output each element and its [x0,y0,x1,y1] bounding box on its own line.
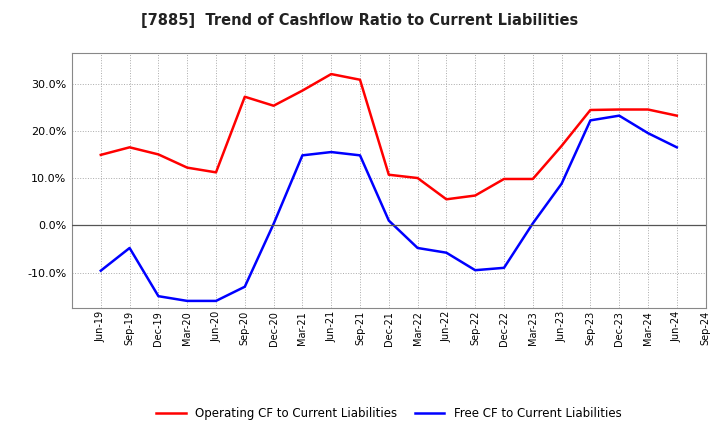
Operating CF to Current Liabilities [212,170,220,175]
Free CF to Current Liabilities [298,153,307,158]
Operating CF to Current Liabilities [644,107,652,112]
Line: Free CF to Current Liabilities: Free CF to Current Liabilities [101,116,677,301]
Operating CF to Current Liabilities [384,172,393,177]
Operating CF to Current Liabilities [413,176,422,181]
Free CF to Current Liabilities [586,118,595,123]
Free CF to Current Liabilities [615,113,624,118]
Free CF to Current Liabilities [125,246,134,251]
Operating CF to Current Liabilities [154,152,163,157]
Operating CF to Current Liabilities [240,94,249,99]
Free CF to Current Liabilities [528,221,537,226]
Operating CF to Current Liabilities [96,152,105,158]
Operating CF to Current Liabilities [298,88,307,93]
Operating CF to Current Liabilities [471,193,480,198]
Operating CF to Current Liabilities [615,107,624,112]
Free CF to Current Liabilities [356,153,364,158]
Free CF to Current Liabilities [413,246,422,251]
Operating CF to Current Liabilities [269,103,278,108]
Operating CF to Current Liabilities [183,165,192,170]
Operating CF to Current Liabilities [528,176,537,182]
Operating CF to Current Liabilities [125,145,134,150]
Free CF to Current Liabilities [154,293,163,299]
Operating CF to Current Liabilities [442,197,451,202]
Operating CF to Current Liabilities [327,71,336,77]
Free CF to Current Liabilities [212,298,220,304]
Free CF to Current Liabilities [96,268,105,273]
Free CF to Current Liabilities [240,284,249,290]
Operating CF to Current Liabilities [586,107,595,113]
Free CF to Current Liabilities [672,145,681,150]
Free CF to Current Liabilities [183,298,192,304]
Operating CF to Current Liabilities [500,176,508,182]
Operating CF to Current Liabilities [557,143,566,149]
Free CF to Current Liabilities [500,265,508,271]
Operating CF to Current Liabilities [672,113,681,118]
Free CF to Current Liabilities [471,268,480,273]
Free CF to Current Liabilities [644,131,652,136]
Free CF to Current Liabilities [557,181,566,187]
Free CF to Current Liabilities [327,150,336,155]
Free CF to Current Liabilities [384,218,393,223]
Free CF to Current Liabilities [269,221,278,227]
Legend: Operating CF to Current Liabilities, Free CF to Current Liabilities: Operating CF to Current Liabilities, Fre… [151,402,626,425]
Text: [7885]  Trend of Cashflow Ratio to Current Liabilities: [7885] Trend of Cashflow Ratio to Curren… [141,13,579,28]
Operating CF to Current Liabilities [356,77,364,82]
Line: Operating CF to Current Liabilities: Operating CF to Current Liabilities [101,74,677,199]
Free CF to Current Liabilities [442,250,451,255]
